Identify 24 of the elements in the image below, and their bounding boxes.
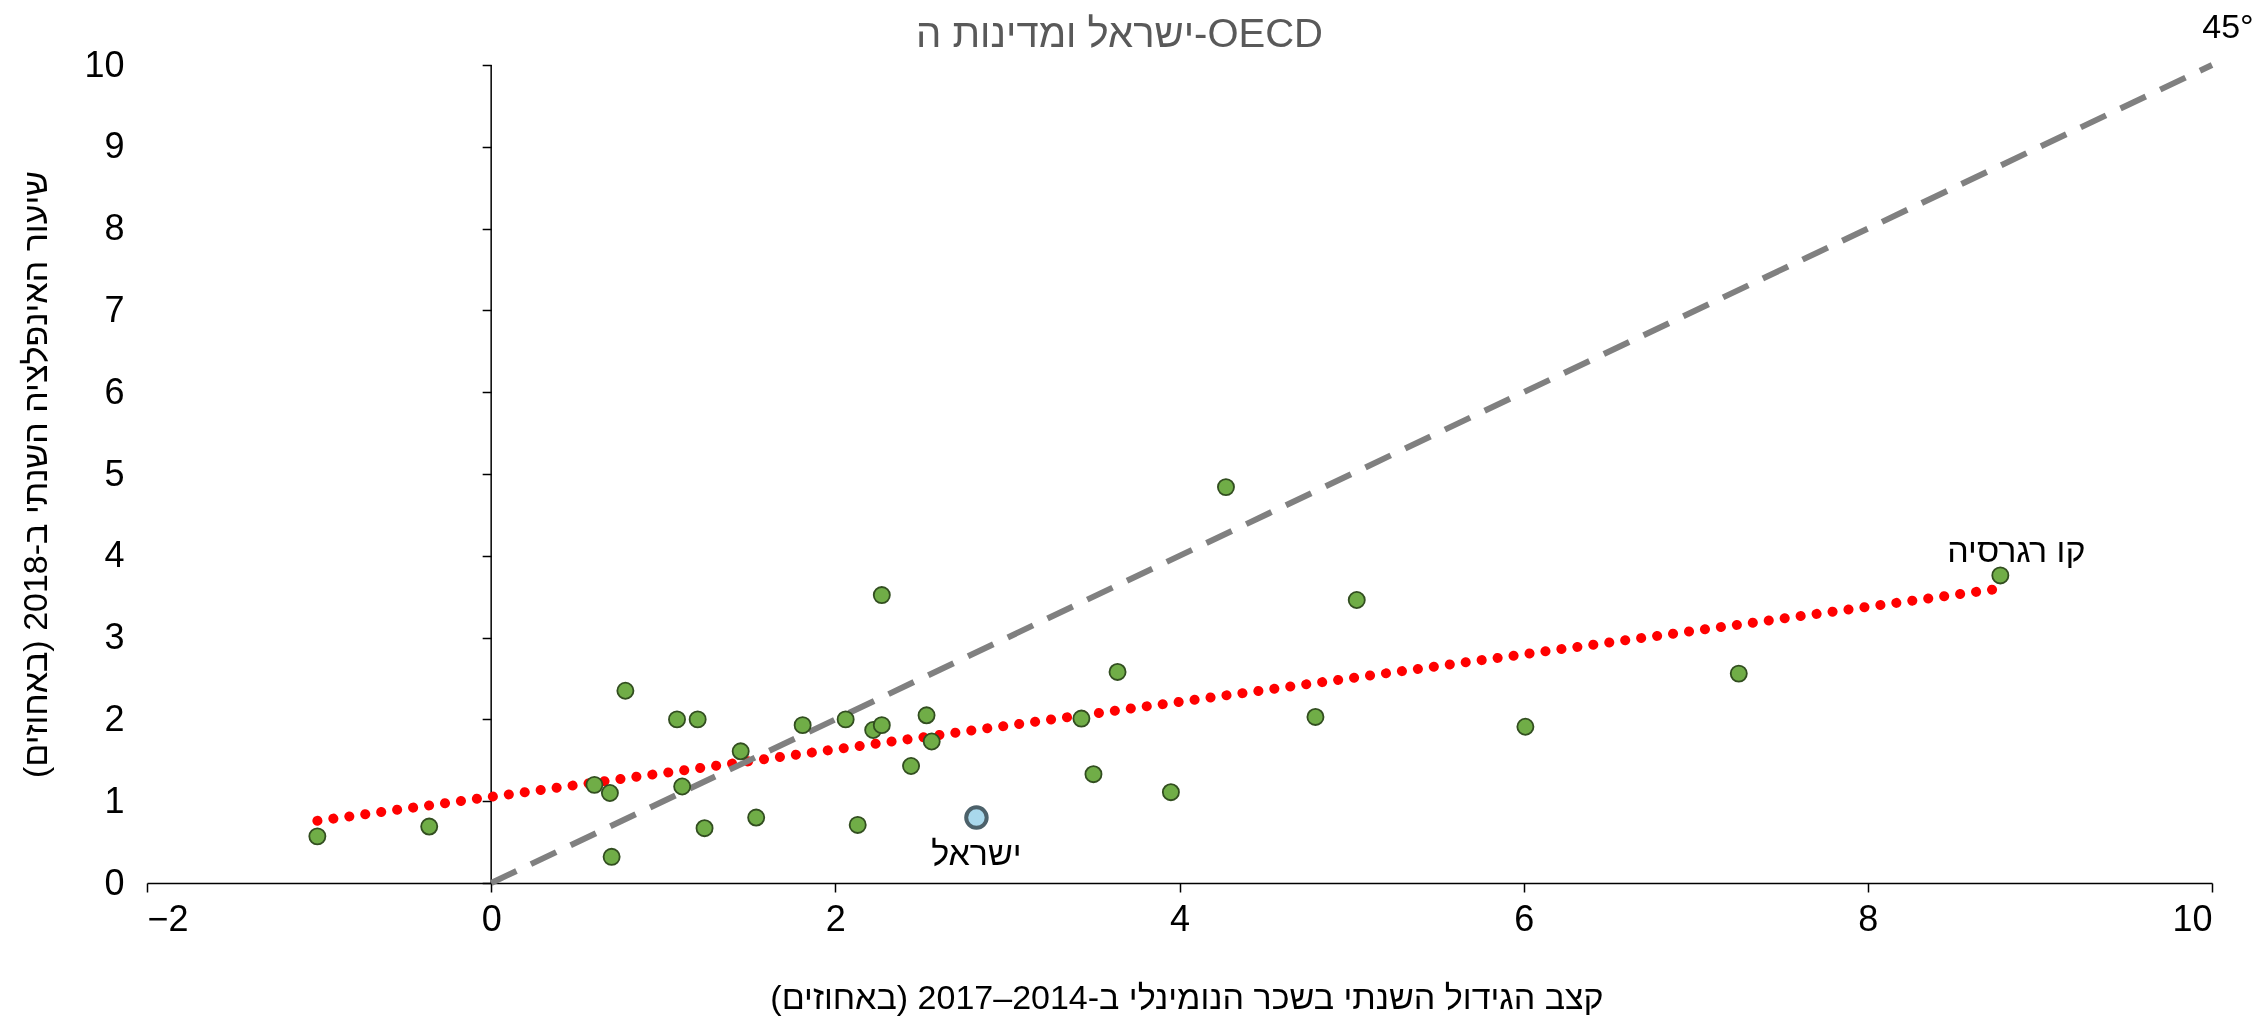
annotation: ישראל (931, 833, 1022, 872)
y-tick-label: 7 (104, 288, 125, 330)
x-tick-label: 8 (1858, 897, 1879, 939)
chart-title: ישראל ומדינות ה-OECD (916, 11, 1323, 55)
x-tick-label: 0 (481, 897, 502, 939)
y-tick-label: 0 (104, 861, 125, 903)
x-tick-label: 4 (1169, 897, 1191, 939)
y-tick-label: 4 (104, 534, 125, 576)
y-tick-label: 1 (104, 779, 125, 821)
x-tick-label: 6 (1514, 897, 1535, 939)
y-tick-label: 5 (104, 452, 125, 494)
y-axis-title: שיעור האינפלציה השנתי ב-2018 (באחוזים) (15, 170, 54, 779)
x-axis-title: קצב הגידול השנתי בשכר הנומינלי ב-2014–2017 (באחוזים) (770, 977, 1604, 1016)
y-tick-label: 8 (104, 207, 125, 249)
y-tick-label: 6 (104, 370, 125, 412)
x-tick-label: −2 (147, 897, 189, 939)
x-tick-label: 2 (825, 897, 846, 939)
y-tick-label: 10 (84, 43, 125, 85)
annotation: קו רגרסיה (1947, 530, 2086, 569)
x-tick-label: 10 (2172, 897, 2213, 939)
annotation: 45° (2202, 7, 2254, 45)
y-tick-label: 9 (104, 125, 125, 167)
y-tick-label: 2 (104, 697, 125, 739)
y-tick-label: 3 (104, 616, 125, 658)
